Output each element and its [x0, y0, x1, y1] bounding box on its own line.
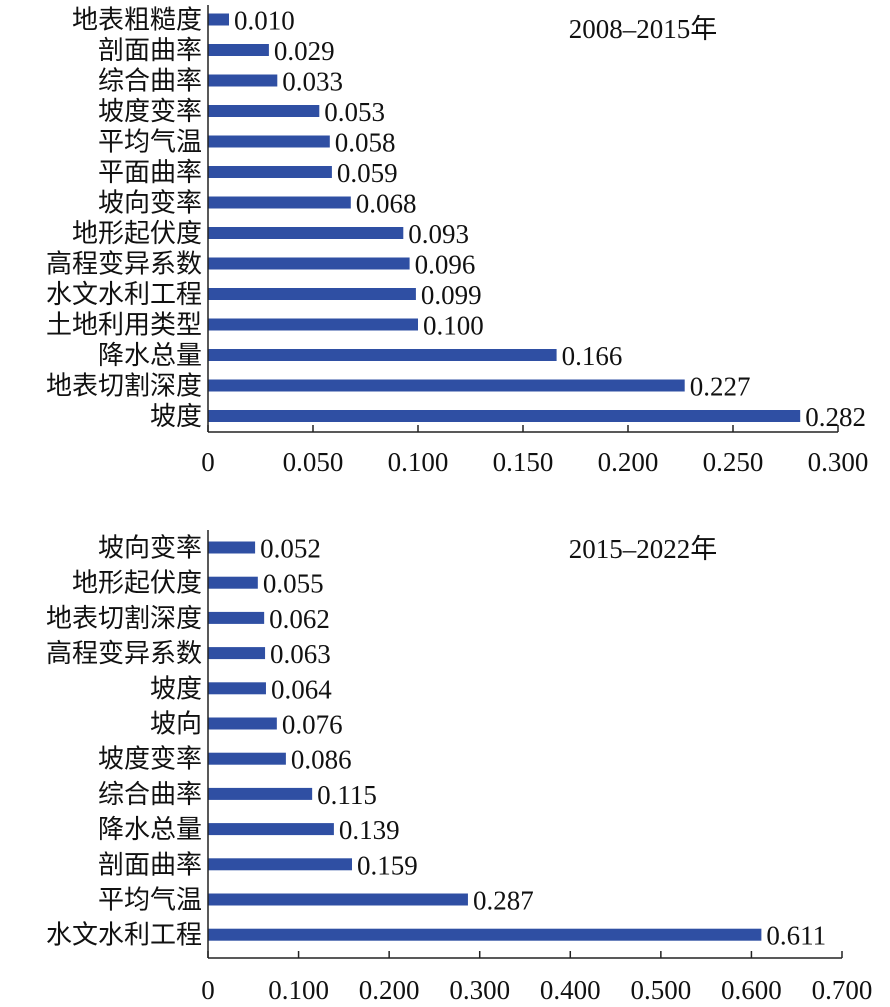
data-label: 0.062 [269, 604, 330, 634]
bar [208, 611, 265, 624]
bar [208, 379, 685, 392]
bar [208, 318, 418, 331]
category-label: 水文水利工程 [46, 921, 202, 951]
category-label: 地形起伏度 [72, 219, 202, 249]
category-label: 地形起伏度 [72, 569, 202, 599]
category-label: 坡向变率 [98, 534, 202, 564]
x-tick-label: 0.200 [598, 447, 659, 477]
x-tick-label: 0.400 [540, 975, 601, 1005]
x-tick-label: 0.100 [268, 975, 329, 1005]
data-label: 0.093 [408, 219, 469, 249]
data-label: 0.053 [324, 97, 385, 127]
data-label: 0.287 [473, 886, 534, 916]
category-label: 地表粗糙度 [72, 6, 202, 36]
x-tick-label: 0.700 [812, 975, 873, 1005]
data-label: 0.055 [263, 569, 324, 599]
data-label: 0.029 [274, 36, 335, 66]
category-label: 高程变异系数 [46, 639, 202, 669]
bar [208, 135, 330, 148]
category-label: 降水总量 [98, 341, 202, 371]
category-label: 剖面曲率 [98, 850, 202, 880]
data-label: 0.059 [337, 158, 398, 188]
data-label: 0.086 [291, 745, 352, 775]
bar [208, 44, 269, 56]
x-tick-label: 0.200 [359, 975, 420, 1005]
x-tick-label: 0 [201, 447, 215, 477]
chart-1: 2008–2015年 地表粗糙度 0.010 剖面曲率 0.029 综合曲率 0.033 坡度… [46, 5, 868, 477]
category-label: 地表切割深度 [46, 604, 202, 634]
bar [208, 227, 404, 239]
bar [208, 74, 278, 87]
data-label: 0.282 [805, 402, 866, 432]
category-label: 坡度变率 [98, 745, 202, 775]
data-label: 0.227 [690, 372, 751, 402]
data-label: 0.052 [260, 534, 321, 564]
category-label: 平均气温 [98, 128, 202, 158]
data-label: 0.139 [339, 815, 400, 845]
bar [208, 893, 468, 906]
bar [208, 647, 266, 660]
category-label: 降水总量 [98, 815, 202, 845]
bar [208, 166, 332, 178]
chart-2: 2015–2022年 坡向变率 0.052 地形起伏度 0.055 地表切割深度 0.062… [46, 530, 872, 1005]
category-label: 高程变异系数 [46, 250, 202, 280]
category-label: 坡度 [150, 674, 202, 704]
bar [208, 576, 258, 589]
bar [208, 858, 353, 871]
data-label: 0.096 [415, 250, 476, 280]
category-label: 水文水利工程 [46, 280, 202, 310]
category-label: 综合曲率 [98, 780, 202, 810]
data-label: 0.099 [421, 280, 482, 310]
chart-title: 2015–2022年 [569, 534, 718, 564]
category-label: 坡度变率 [98, 97, 202, 127]
x-tick-label: 0.250 [703, 447, 764, 477]
bar [208, 349, 557, 361]
data-label: 0.058 [335, 128, 396, 158]
bar [208, 787, 313, 800]
bar [208, 717, 277, 730]
bar [208, 752, 286, 765]
x-tick-label: 0.100 [388, 447, 449, 477]
category-label: 综合曲率 [98, 67, 202, 97]
category-label: 土地利用类型 [46, 311, 202, 341]
data-label: 0.063 [270, 639, 331, 669]
data-label: 0.159 [357, 850, 418, 880]
data-label: 0.068 [356, 189, 417, 219]
data-label: 0.100 [423, 311, 484, 341]
x-tick-label: 0.600 [721, 975, 782, 1005]
category-label: 平面曲率 [98, 158, 202, 188]
category-label: 地表切割深度 [46, 372, 202, 402]
bar [208, 196, 351, 209]
x-tick-label: 0.150 [493, 447, 554, 477]
bar [208, 823, 334, 836]
category-label: 剖面曲率 [98, 36, 202, 66]
chart-title: 2008–2015年 [569, 14, 718, 44]
category-label: 平均气温 [98, 886, 202, 916]
data-label: 0.611 [766, 921, 826, 951]
bar [208, 288, 416, 300]
category-label: 坡向变率 [98, 189, 202, 219]
bar [208, 928, 762, 941]
data-label: 0.076 [282, 710, 343, 740]
bar [208, 105, 320, 117]
x-tick-label: 0.050 [283, 447, 344, 477]
x-tick-label: 0 [201, 975, 215, 1005]
x-tick-label: 0.300 [449, 975, 510, 1005]
bar [208, 682, 266, 695]
bar [208, 541, 256, 554]
bar [208, 13, 229, 26]
data-label: 0.064 [271, 674, 332, 704]
category-label: 坡度 [150, 402, 202, 432]
bar [208, 257, 410, 270]
bar [208, 410, 801, 422]
data-label: 0.033 [282, 67, 343, 97]
x-tick-label: 0.500 [630, 975, 691, 1005]
category-label: 坡向 [150, 710, 202, 740]
x-tick-label: 0.300 [808, 447, 869, 477]
data-label: 0.010 [234, 6, 295, 36]
data-label: 0.115 [317, 780, 377, 810]
data-label: 0.166 [562, 341, 623, 371]
